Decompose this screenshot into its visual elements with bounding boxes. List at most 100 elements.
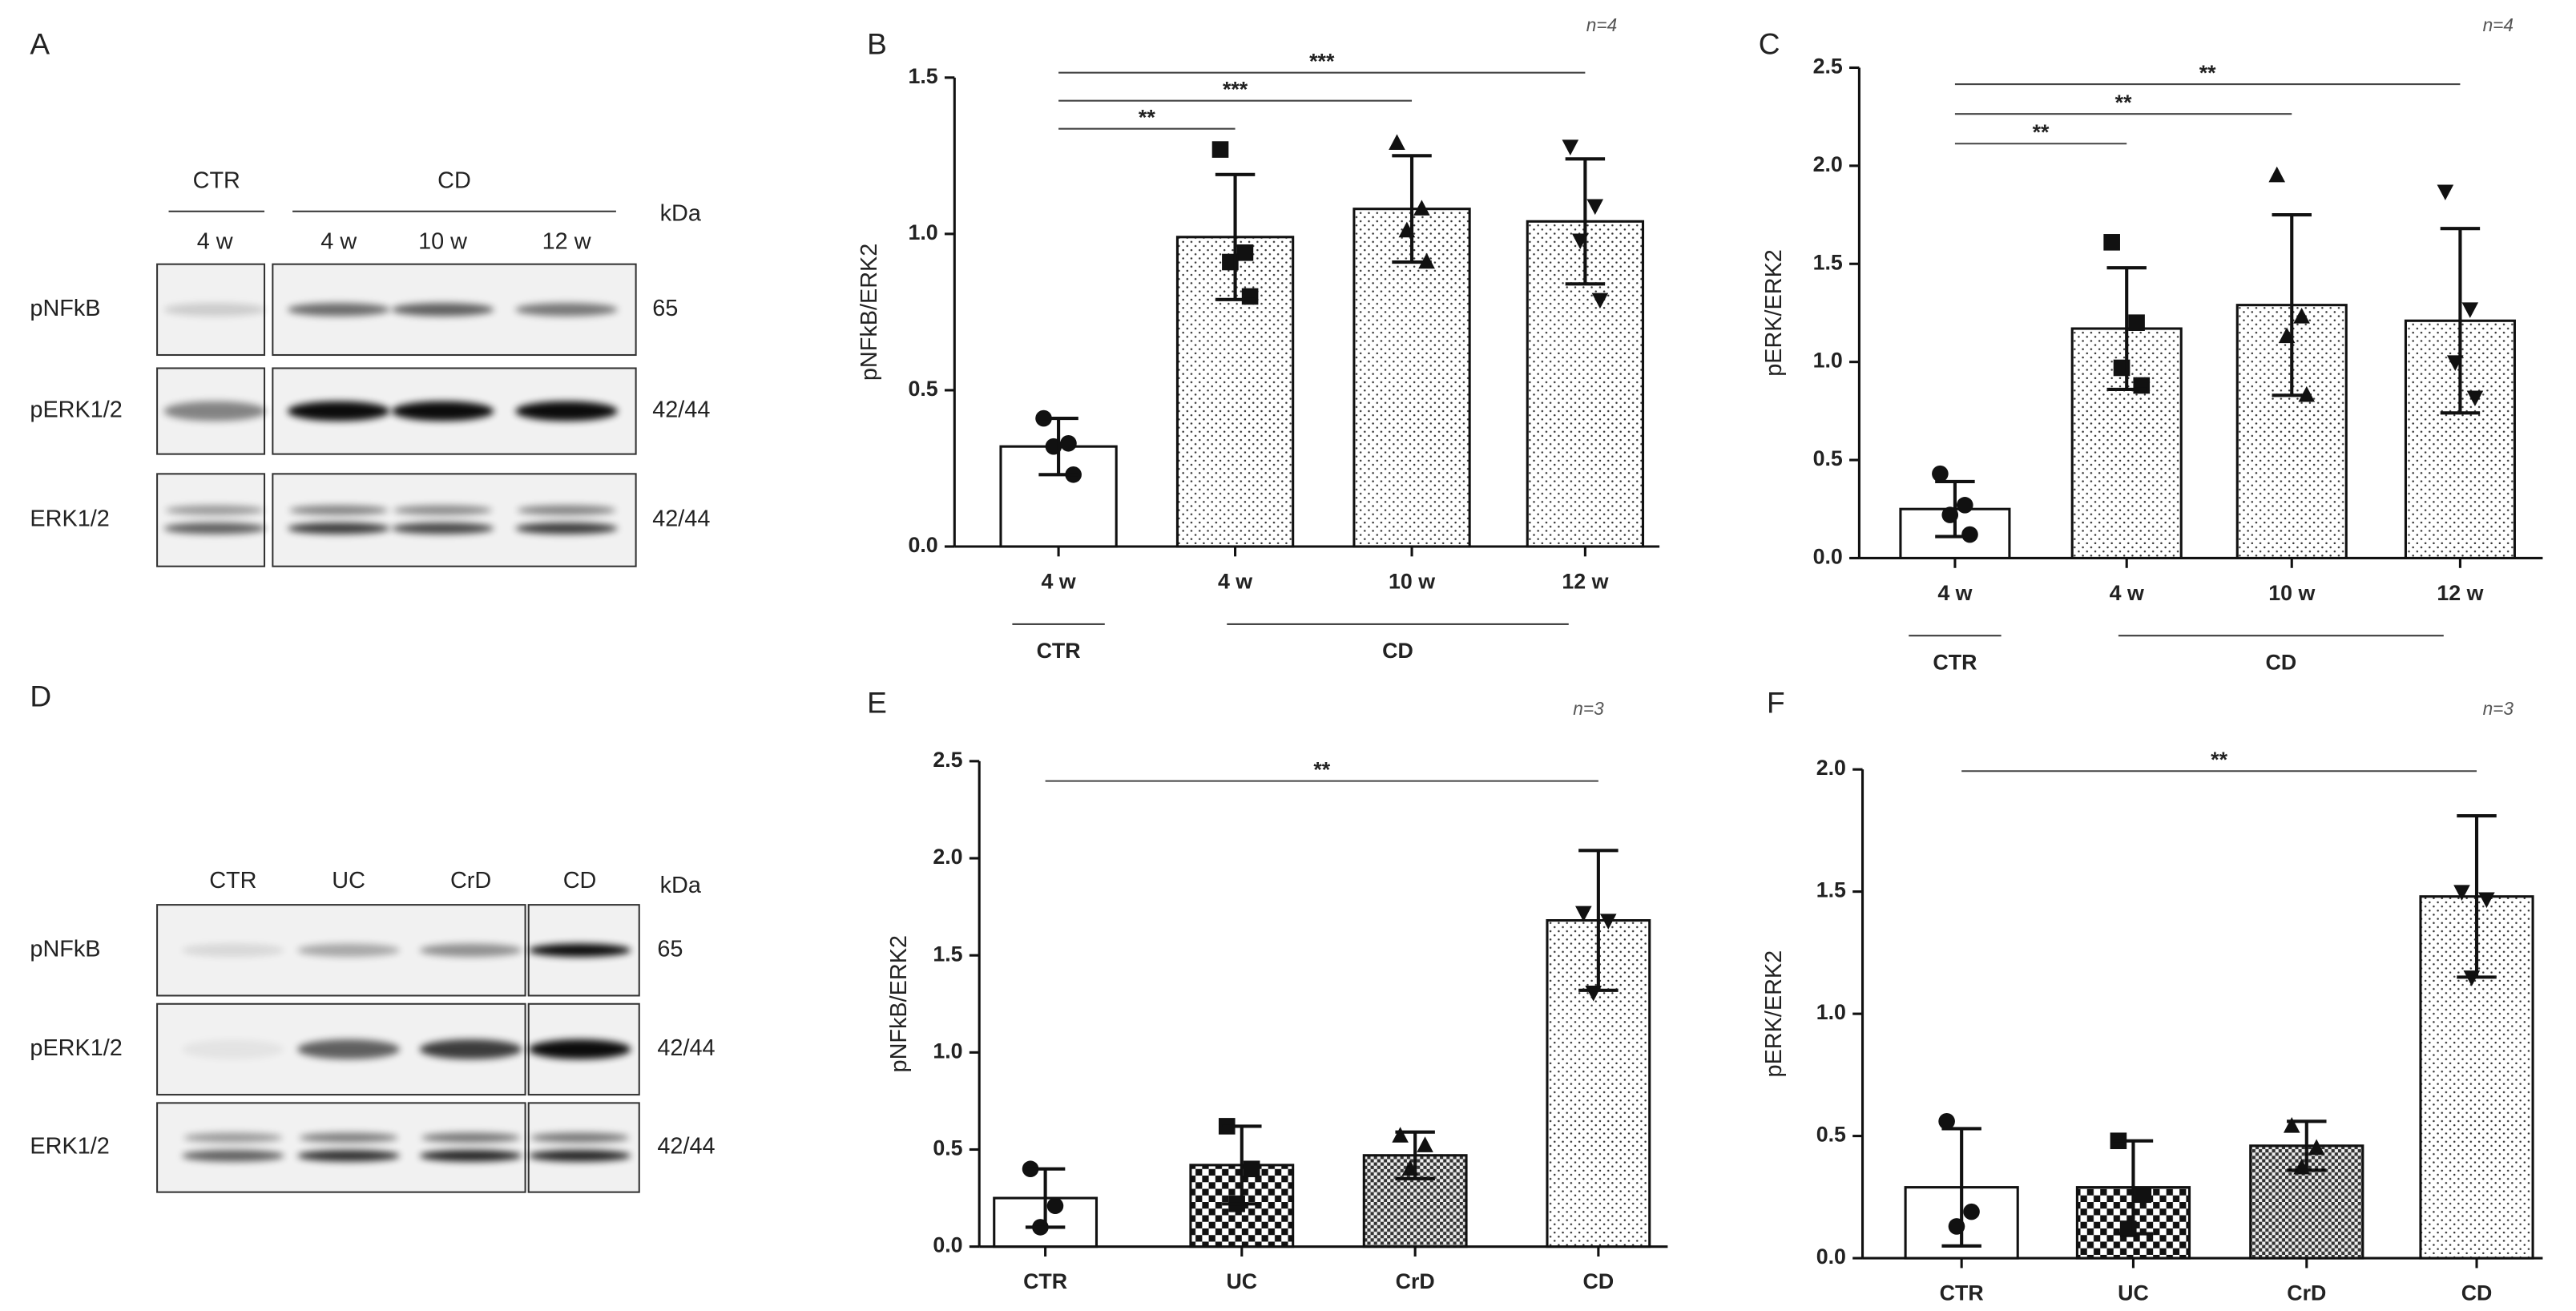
- data-point: [1392, 1127, 1409, 1143]
- lane-label: 4 w: [320, 229, 357, 255]
- y-tick-label: 0.0: [933, 1233, 962, 1257]
- blot-band: [391, 401, 494, 422]
- x-tick-label: CrD: [1396, 1269, 1435, 1293]
- x-tick-label: 4 w: [1937, 581, 1972, 605]
- error-bar: [1941, 1127, 1981, 1248]
- blot-box: [156, 1102, 526, 1193]
- data-point: [2308, 1139, 2325, 1156]
- blot-band: [528, 1039, 631, 1059]
- group-label: CD: [2266, 650, 2297, 674]
- x-tick-label: 4 w: [2110, 581, 2144, 605]
- data-point: [1963, 1203, 1980, 1220]
- x-tick-label: CTR: [1940, 1281, 1984, 1305]
- group-label: CD: [1382, 639, 1413, 663]
- data-point: [1932, 465, 1949, 482]
- error-bar: [1395, 1130, 1435, 1180]
- lane-label: 4 w: [197, 229, 233, 255]
- group-label: CTR: [193, 167, 240, 193]
- kda-unit: kDa: [660, 200, 702, 226]
- y-tick-label: 0.5: [1813, 446, 1843, 470]
- error-bar: [2272, 213, 2312, 397]
- blot-band: [181, 1039, 284, 1059]
- error-bar: [2440, 227, 2481, 415]
- significance-label: ***: [1309, 49, 1335, 73]
- row-label: pERK1/2: [30, 1035, 122, 1061]
- data-point: [1243, 1160, 1260, 1178]
- data-point: [2268, 166, 2286, 183]
- data-point: [1591, 292, 1609, 309]
- significance-label: **: [2115, 91, 2132, 115]
- data-point: [2437, 184, 2454, 201]
- blot-band: [183, 1132, 283, 1143]
- sample-size: n=3: [2483, 698, 2514, 719]
- data-point: [1060, 434, 1077, 452]
- blot-band: [393, 505, 493, 515]
- data-point: [1599, 914, 1617, 930]
- blot-band: [163, 522, 267, 534]
- y-tick-label: 1.0: [1813, 349, 1843, 373]
- data-point: [1417, 1136, 1433, 1152]
- x-tick-label: 12 w: [2437, 581, 2483, 605]
- lane-label: 12 w: [542, 229, 591, 255]
- x-tick-label: 4 w: [1042, 569, 1076, 593]
- panel-letter: A: [30, 26, 50, 60]
- y-tick-label: 2.5: [933, 748, 962, 772]
- x-tick-label: UC: [2118, 1281, 2149, 1305]
- data-point: [1938, 1112, 1955, 1130]
- x-tick-label: CTR: [1023, 1269, 1067, 1293]
- y-tick-label: 0.0: [1813, 545, 1843, 569]
- data-point: [2466, 390, 2484, 407]
- row-label: ERK1/2: [30, 506, 109, 532]
- error-bar: [1578, 849, 1619, 992]
- blot-band: [515, 522, 618, 534]
- data-point: [1236, 244, 1254, 261]
- x-tick-label: CrD: [2287, 1281, 2326, 1305]
- blot-band: [288, 505, 389, 515]
- x-tick-label: CD: [1583, 1269, 1615, 1293]
- kda-label: 42/44: [652, 506, 710, 532]
- blot-band: [528, 943, 631, 958]
- error-bar: [1038, 417, 1078, 477]
- blot-band: [515, 401, 618, 422]
- data-point: [2135, 1186, 2152, 1204]
- sample-size: n=4: [1586, 14, 1617, 35]
- data-point: [2478, 892, 2495, 909]
- data-point: [2293, 308, 2310, 324]
- error-bar: [1222, 1124, 1262, 1206]
- y-axis-label: pERK/ERK2: [1761, 950, 1787, 1078]
- significance-label: **: [1313, 757, 1330, 781]
- y-tick-label: 1.5: [908, 64, 937, 88]
- blot-band: [419, 1150, 522, 1162]
- error-bar: [2106, 266, 2147, 391]
- panel-letter: C: [1759, 26, 1780, 60]
- error-bar: [1215, 172, 1256, 301]
- y-tick-label: 1.5: [933, 942, 962, 966]
- data-point: [1241, 288, 1259, 305]
- error-bar: [1392, 154, 1432, 264]
- significance-label: **: [2033, 120, 2050, 144]
- blot-band: [419, 1039, 522, 1059]
- blot-band: [299, 1132, 398, 1143]
- group-label: CTR: [1037, 639, 1081, 663]
- data-point: [2128, 314, 2145, 331]
- blot-band: [287, 303, 390, 317]
- x-tick-label: 10 w: [1389, 569, 1435, 593]
- blot-band: [391, 303, 494, 317]
- y-tick-label: 2.0: [1813, 152, 1843, 176]
- row-label: pNFkB: [30, 296, 100, 321]
- data-point: [2103, 234, 2120, 251]
- sample-size: n=4: [2483, 14, 2514, 35]
- lane-label: 10 w: [418, 229, 467, 255]
- blot-band: [530, 1132, 630, 1143]
- kda-label: 42/44: [652, 397, 710, 423]
- error-bar: [1025, 1167, 1066, 1229]
- blot-band: [297, 1150, 400, 1162]
- blot-band: [297, 943, 400, 958]
- y-tick-label: 1.5: [1813, 250, 1843, 274]
- blot-band: [517, 505, 616, 515]
- data-point: [1413, 200, 1430, 216]
- error-bar: [1565, 157, 1606, 286]
- blot-band: [528, 1150, 631, 1162]
